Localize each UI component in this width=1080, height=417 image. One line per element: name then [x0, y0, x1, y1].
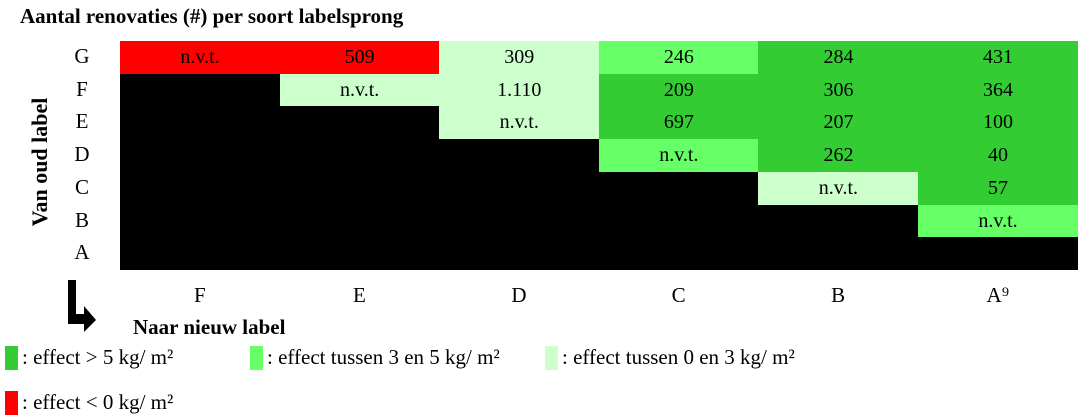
title: Aantal renovaties (#) per soort labelspr… [20, 4, 404, 28]
cell [120, 171, 281, 205]
cell [120, 139, 281, 173]
cell [758, 237, 919, 271]
cell: 364 [918, 73, 1079, 107]
cell: 697 [598, 106, 759, 140]
cell: 509 [279, 41, 440, 75]
legend-swatch [5, 390, 18, 415]
cell [598, 237, 759, 271]
cell: 431 [918, 41, 1079, 75]
cell: 207 [758, 106, 919, 140]
arrow-icon [68, 280, 96, 332]
cell: 284 [758, 41, 919, 75]
cell [439, 139, 600, 173]
legend-swatch [5, 345, 18, 370]
cell: 309 [439, 41, 600, 75]
legend-text: : effect > 5 kg/ m² [22, 345, 174, 369]
cell: 262 [758, 139, 919, 173]
column-label: A⁹ [986, 283, 1010, 307]
column-label: F [193, 283, 206, 307]
cell: n.v.t. [120, 41, 281, 75]
legend-text: : effect tussen 0 en 3 kg/ m² [562, 345, 795, 369]
cell: 246 [598, 41, 759, 75]
cell [279, 204, 440, 238]
legend-swatch [545, 345, 558, 370]
column-axis-label: Naar nieuw label [133, 315, 286, 339]
cell: 100 [918, 106, 1079, 140]
row-label: E [75, 109, 89, 134]
cell [598, 204, 759, 238]
cell: 57 [918, 171, 1079, 205]
legend-item: : effect > 5 kg/ m² [5, 345, 173, 370]
column-label: D [511, 283, 527, 307]
legend-item: : effect tussen 3 en 5 kg/ m² [250, 345, 500, 370]
cell [120, 204, 281, 238]
cell [120, 73, 281, 107]
legend-item: : effect tussen 0 en 3 kg/ m² [545, 345, 795, 370]
cell: n.v.t. [918, 204, 1079, 238]
cell: 40 [918, 139, 1079, 173]
cell [439, 237, 600, 271]
cell [120, 237, 281, 271]
cell [918, 237, 1079, 271]
cell [758, 204, 919, 238]
cell: 1.110 [439, 73, 600, 107]
cell [439, 171, 600, 205]
legend-text: : effect tussen 3 en 5 kg/ m² [267, 345, 500, 369]
cell: n.v.t. [758, 171, 919, 205]
row-label: C [74, 174, 89, 199]
cell: n.v.t. [439, 106, 600, 140]
cell [279, 171, 440, 205]
row-label: A [74, 240, 90, 265]
cell [279, 106, 440, 140]
row-label: F [76, 76, 88, 101]
row-axis-label: Van oud label [27, 97, 52, 227]
cell [279, 237, 440, 271]
legend-text: : effect < 0 kg/ m² [22, 390, 174, 414]
column-label: E [352, 283, 366, 307]
legend-swatch [250, 345, 263, 370]
row-label: B [74, 207, 89, 232]
cell: 209 [598, 73, 759, 107]
row-label: G [74, 44, 90, 68]
row-label: D [74, 142, 90, 167]
column-label: C [671, 283, 686, 307]
cell: 306 [758, 73, 919, 107]
cell: n.v.t. [598, 139, 759, 173]
cell: n.v.t. [279, 73, 440, 107]
cell [439, 204, 600, 238]
cell [120, 106, 281, 140]
cell [279, 139, 440, 173]
cell [598, 171, 759, 205]
column-label: B [831, 283, 846, 307]
legend-item: : effect < 0 kg/ m² [5, 390, 173, 415]
